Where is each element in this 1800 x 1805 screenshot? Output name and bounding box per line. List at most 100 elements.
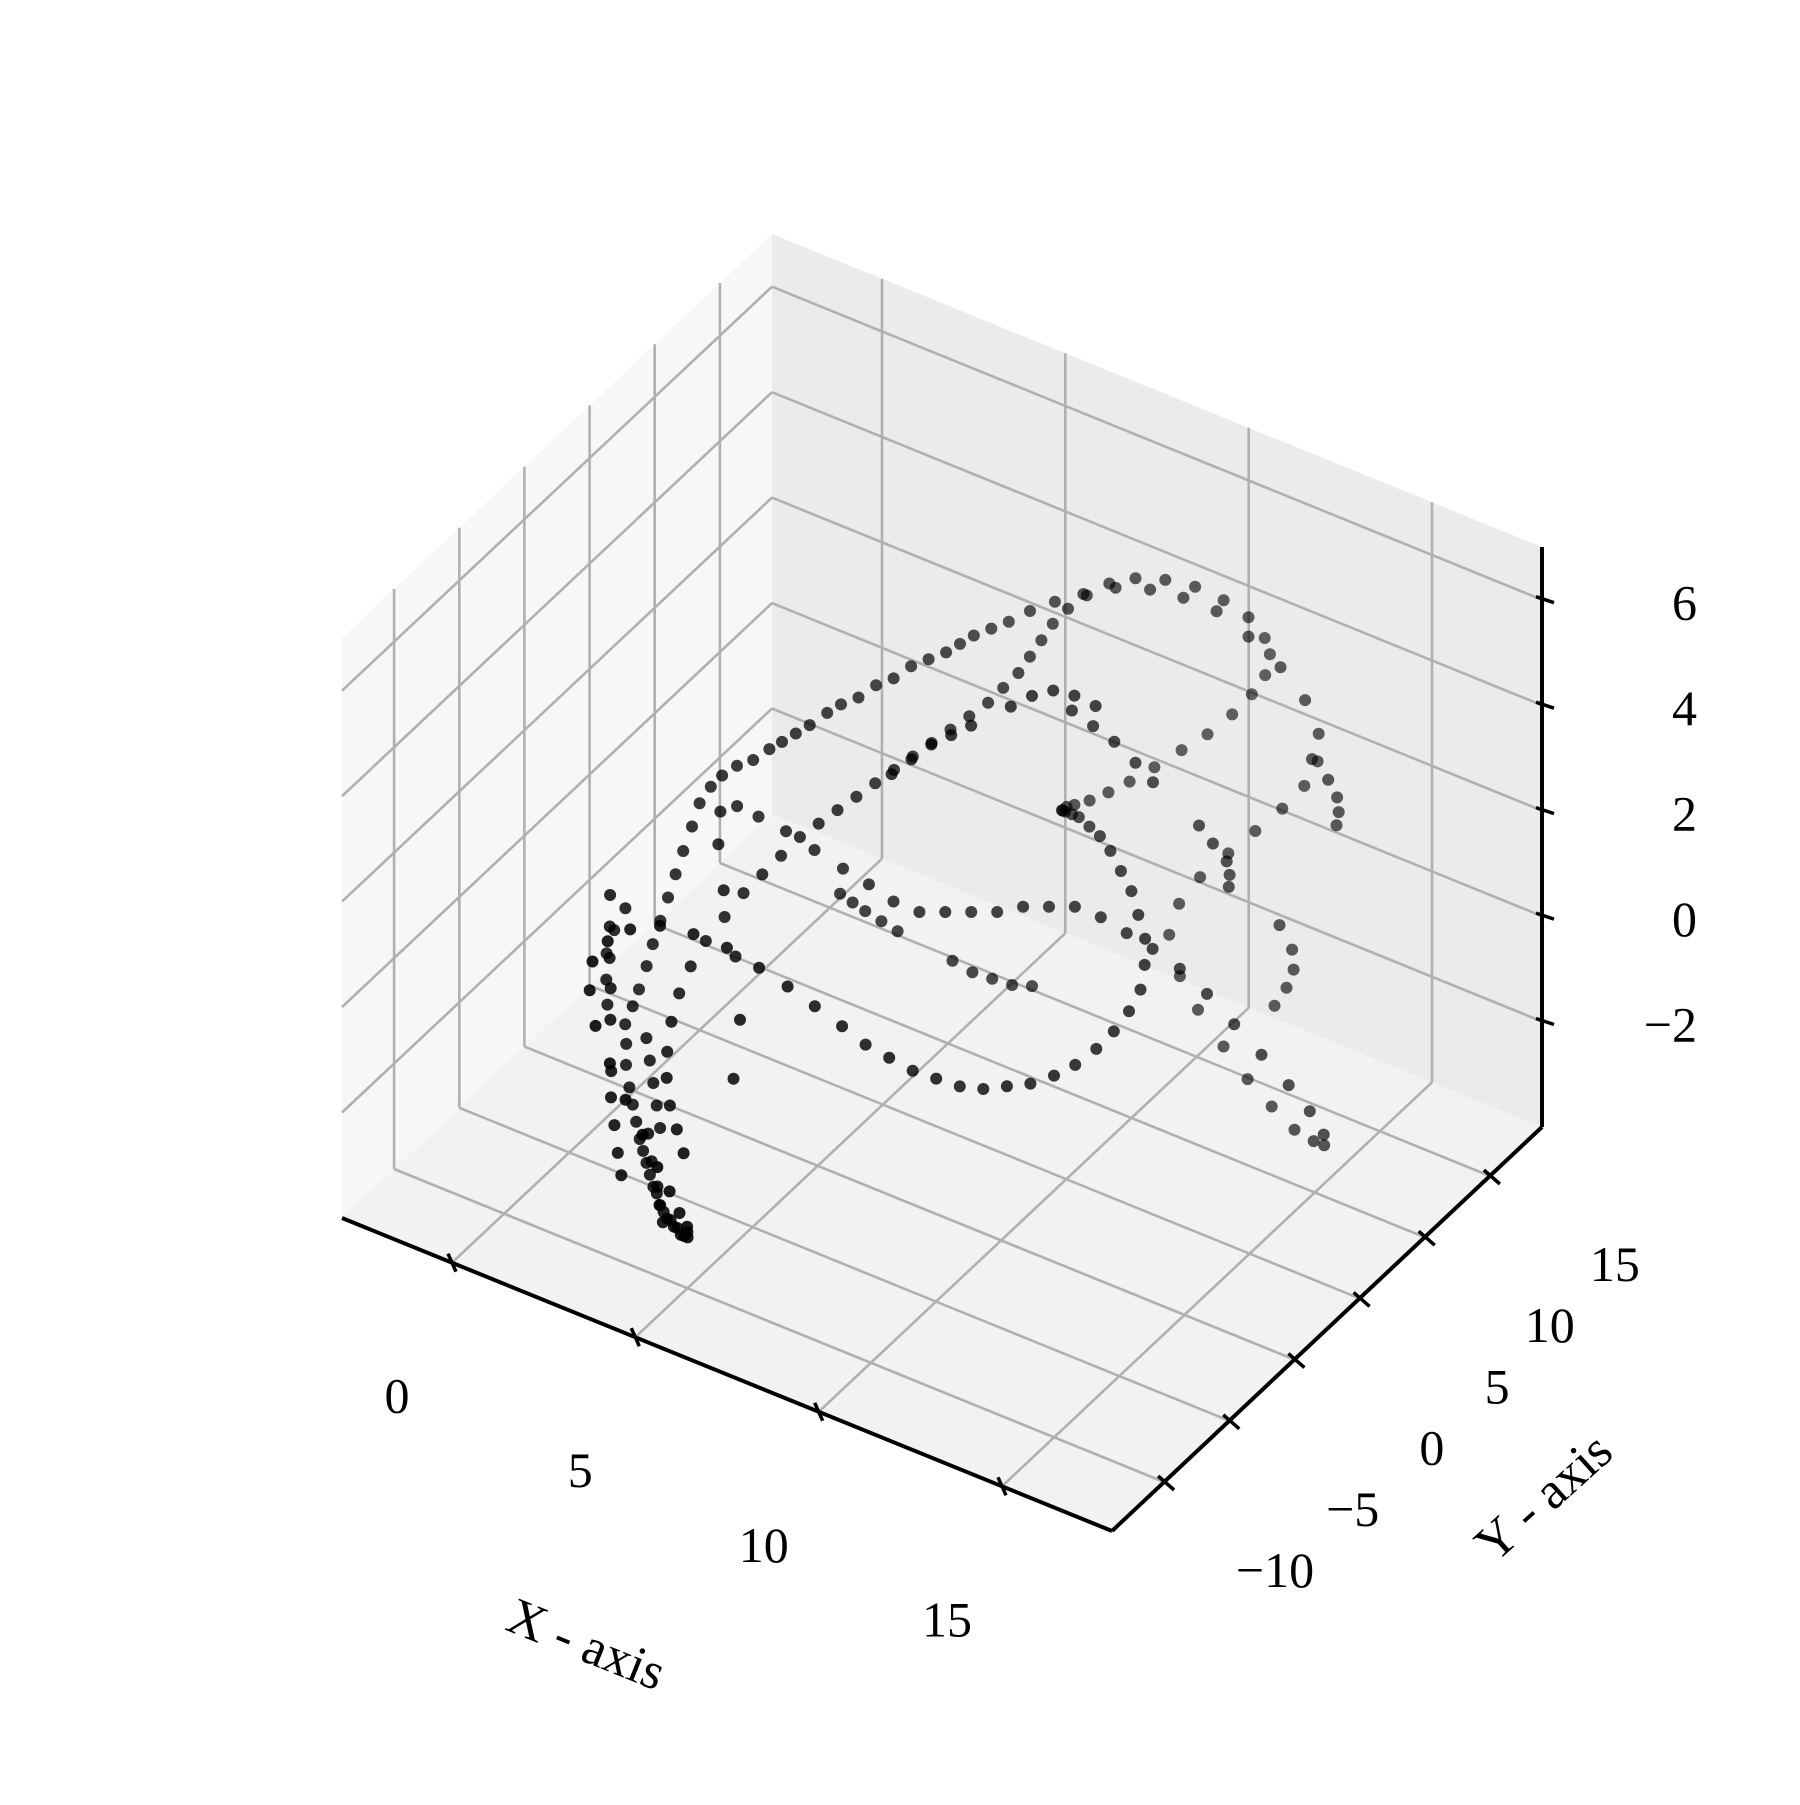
data-point [1090, 1042, 1103, 1055]
data-point [852, 691, 865, 704]
data-point [589, 1019, 602, 1032]
data-point [1201, 728, 1214, 741]
data-point [939, 906, 952, 918]
y-tick-label: 0 [1419, 1420, 1444, 1476]
data-point [1268, 999, 1281, 1012]
y-tick [1156, 1474, 1176, 1492]
data-point [1159, 573, 1172, 586]
z-tick-label: 6 [1672, 575, 1697, 631]
data-point [1103, 577, 1116, 590]
data-point [1206, 837, 1219, 850]
data-point [673, 1207, 686, 1219]
data-point [997, 681, 1010, 694]
data-point [922, 653, 935, 666]
data-point [1163, 928, 1176, 941]
data-point [611, 1146, 624, 1159]
data-point [1108, 735, 1121, 748]
data-point [660, 1071, 673, 1084]
data-point [646, 938, 659, 951]
z-tick-label: 0 [1672, 891, 1697, 947]
data-point [963, 710, 976, 723]
data-point [654, 919, 666, 932]
data-point [1226, 708, 1239, 721]
data-point [601, 935, 614, 948]
data-point [1177, 591, 1190, 604]
y-grid-line [589, 984, 1361, 1300]
data-point [1317, 1128, 1330, 1141]
data-point [1125, 885, 1138, 898]
data-point [686, 820, 698, 833]
data-point [1217, 594, 1230, 607]
data-point [1173, 897, 1186, 910]
data-point [1274, 661, 1287, 674]
data-point [684, 960, 697, 973]
data-point [731, 800, 744, 813]
data-point [604, 1013, 617, 1026]
data-point [891, 925, 904, 938]
scatter-points [583, 572, 1345, 1244]
data-point [1241, 1073, 1254, 1086]
z-tick [1535, 595, 1555, 605]
data-point [821, 706, 834, 719]
data-point [1094, 911, 1107, 924]
data-point [846, 896, 859, 909]
data-point [862, 878, 875, 891]
data-point [875, 915, 888, 928]
data-point [1068, 900, 1081, 913]
data-point [1192, 1003, 1204, 1016]
y-axis-line [1110, 1125, 1544, 1533]
data-point [1006, 979, 1019, 991]
data-point [1089, 700, 1102, 712]
data-point [991, 906, 1004, 918]
data-point [1104, 844, 1117, 857]
side-pane [342, 234, 772, 1218]
data-point [605, 1091, 617, 1104]
data-point [1072, 811, 1085, 824]
z-grid-line [341, 707, 773, 1114]
data-point [620, 1058, 632, 1071]
data-point [966, 966, 979, 979]
data-point [1000, 1080, 1013, 1093]
y-tick [1417, 1229, 1436, 1247]
z-grid-line [771, 496, 1543, 812]
z-tick [1535, 1016, 1555, 1027]
z-tick [1535, 700, 1555, 710]
data-point [1307, 1135, 1320, 1148]
data-point [1120, 927, 1133, 940]
data-point [704, 780, 717, 793]
data-point [654, 1122, 667, 1134]
data-point [681, 1220, 694, 1233]
data-point [633, 983, 645, 996]
data-point [1210, 605, 1223, 618]
data-point [1286, 943, 1299, 956]
data-point [1139, 932, 1152, 945]
data-point [1048, 1069, 1060, 1082]
data-point [1148, 761, 1161, 774]
data-point [883, 1051, 896, 1064]
axis-panes [342, 234, 1542, 1531]
data-point [650, 1099, 663, 1112]
y-grid-line [654, 922, 1426, 1239]
data-point [859, 905, 872, 918]
data-point [734, 1013, 746, 1026]
data-point [603, 920, 616, 933]
data-point [1146, 942, 1159, 955]
data-point [643, 1054, 656, 1067]
data-point [1242, 611, 1255, 624]
data-point [1330, 819, 1343, 832]
data-point [1265, 1100, 1278, 1113]
data-point [1222, 880, 1235, 893]
data-point [836, 1020, 849, 1033]
data-point [1102, 786, 1115, 799]
data-point [965, 906, 978, 918]
data-point [789, 727, 802, 740]
data-point [624, 923, 637, 936]
y-tick [1287, 1352, 1306, 1369]
data-point [653, 1199, 666, 1211]
data-point [586, 955, 599, 968]
y-tick-label: 10 [1525, 1297, 1575, 1353]
data-point [603, 1057, 616, 1070]
data-point [1062, 602, 1074, 615]
z-tick [1535, 911, 1555, 921]
x-tick-label: 15 [922, 1591, 972, 1647]
